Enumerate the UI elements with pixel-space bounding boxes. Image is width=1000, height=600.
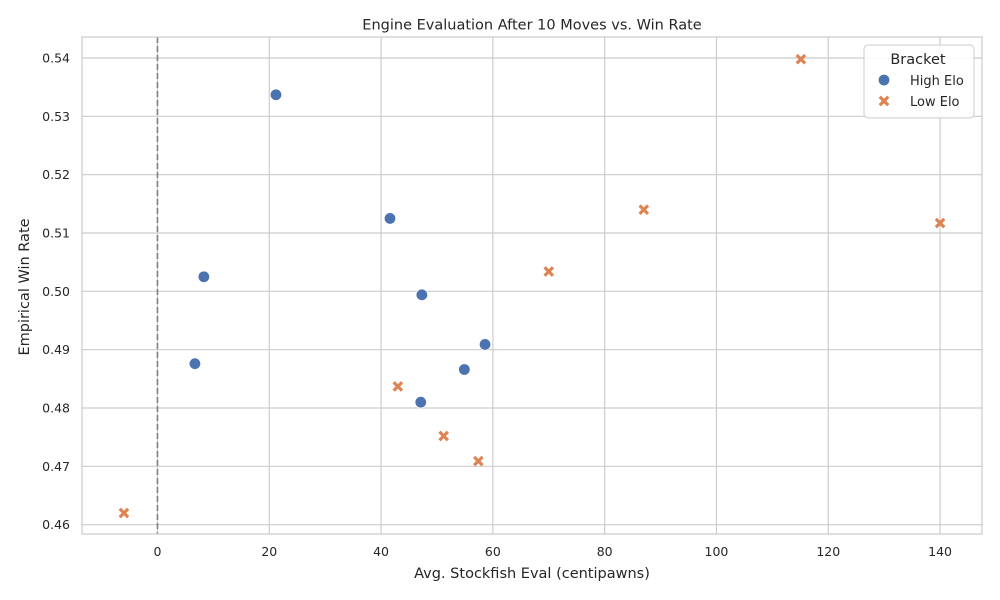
- chart-title: Engine Evaluation After 10 Moves vs. Win…: [362, 18, 701, 34]
- legend-marker-high-elo: [877, 73, 891, 87]
- low-elo-point: [118, 507, 130, 519]
- low-elo-point: [392, 381, 404, 392]
- high-elo-point: [415, 288, 429, 302]
- legend: Bracket High Elo Low Elo: [863, 44, 975, 119]
- legend-label-high-elo: High Elo: [910, 74, 964, 89]
- y-axis-ticks: 0.46 0.47 0.48 0.49 0.50 0.51 0.52 0.53 0.54: [42, 51, 70, 533]
- y-tick-label: 0.46: [42, 517, 70, 532]
- x-tick-label: 100: [705, 544, 729, 559]
- x-tick-label: 60: [485, 544, 501, 559]
- low-elo-point: [473, 455, 484, 467]
- low-elo-point: [934, 217, 946, 229]
- low-elo-point: [543, 266, 555, 277]
- y-tick-label: 0.49: [42, 342, 70, 357]
- legend-box: [863, 44, 975, 119]
- data-points: [118, 53, 946, 519]
- y-tick-label: 0.48: [42, 401, 70, 416]
- legend-marker-low-elo: [878, 95, 890, 107]
- low-elo-point: [438, 430, 450, 442]
- y-tick-label: 0.50: [42, 284, 70, 299]
- y-axis-label: Empirical Win Rate: [17, 218, 33, 355]
- x-axis-ticks: 0 20 40 60 80 100 120 140: [153, 544, 952, 559]
- low-elo-point: [795, 53, 807, 65]
- x-tick-label: 140: [928, 544, 952, 559]
- high-elo-point: [383, 212, 397, 225]
- y-tick-label: 0.52: [42, 167, 70, 182]
- y-tick-label: 0.53: [42, 109, 70, 124]
- grid-lines: [82, 37, 982, 534]
- plot-frame: [81, 36, 983, 535]
- high-elo-point: [188, 357, 202, 370]
- high-elo-point: [197, 270, 211, 283]
- high-elo-point: [458, 363, 471, 376]
- high-elo-point: [269, 88, 283, 101]
- x-tick-label: 0: [153, 544, 161, 559]
- legend-label-low-elo: Low Elo: [910, 95, 960, 110]
- y-tick-label: 0.51: [42, 226, 70, 241]
- low-elo-point: [638, 204, 650, 215]
- high-elo-point: [478, 338, 492, 351]
- legend-title: Bracket: [890, 52, 946, 68]
- y-tick-label: 0.54: [42, 51, 70, 66]
- x-tick-label: 20: [261, 544, 277, 559]
- y-tick-label: 0.47: [42, 459, 70, 474]
- x-tick-label: 40: [373, 544, 389, 559]
- x-tick-label: 80: [597, 544, 613, 559]
- x-tick-label: 120: [816, 544, 840, 559]
- high-elo-point: [414, 395, 427, 409]
- x-axis-label: Avg. Stockfish Eval (centipawns): [414, 566, 650, 582]
